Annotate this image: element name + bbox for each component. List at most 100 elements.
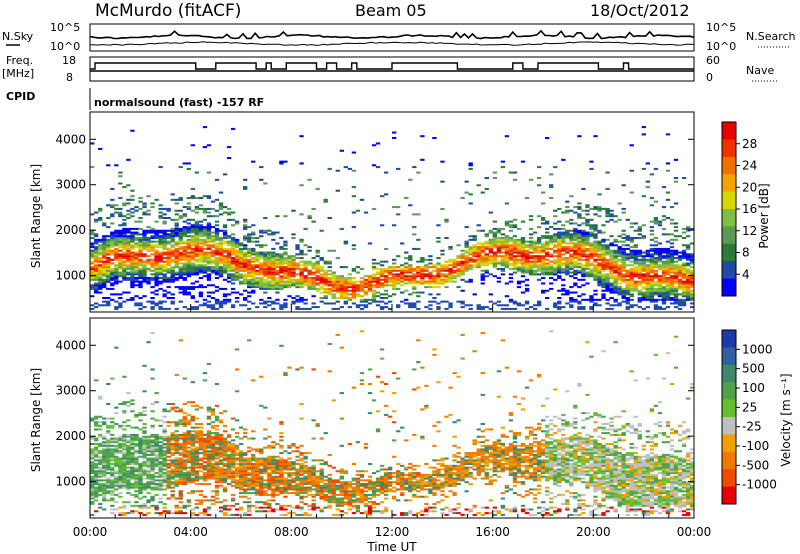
power-cell [94, 249, 99, 252]
power-cell [581, 240, 586, 243]
power-cell [637, 237, 642, 240]
power-cell [605, 273, 610, 276]
power-cell [553, 215, 558, 218]
velocity-cell [182, 512, 187, 515]
power-cell [118, 215, 123, 218]
power-cell [528, 247, 534, 250]
power-cell [408, 304, 413, 307]
power-cell [524, 258, 530, 261]
power-cell [597, 240, 602, 243]
power-cell [194, 249, 200, 252]
power-cell [645, 186, 651, 189]
power-cell [126, 249, 131, 252]
velocity-cell [202, 433, 208, 436]
power-cell [243, 260, 248, 263]
power-cell [669, 238, 675, 241]
power-cell [408, 282, 413, 285]
power-cell [432, 266, 437, 269]
power-cell [621, 258, 626, 261]
power-cell [327, 260, 332, 263]
power-cell [210, 253, 216, 256]
power-cell [166, 286, 171, 289]
power-cell [557, 251, 562, 254]
power-cell [110, 238, 115, 241]
velocity-cell [190, 490, 195, 493]
velocity-cell [90, 466, 95, 469]
power-cell [90, 295, 95, 298]
power-cell [154, 304, 159, 307]
velocity-cell [198, 444, 204, 447]
power-cell [677, 286, 683, 289]
power-cell [287, 273, 292, 276]
velocity-cell [102, 448, 107, 451]
power-cell [681, 269, 687, 272]
power-cell [182, 227, 187, 230]
power-cell [114, 253, 119, 256]
power-cell [629, 240, 634, 243]
velocity-cell [106, 481, 111, 484]
power-cell [396, 275, 401, 278]
power-cell [508, 298, 514, 301]
velocity-cell [186, 477, 191, 480]
power-cell [162, 242, 167, 245]
velocity-cell [162, 506, 167, 509]
power-cell [130, 298, 135, 301]
power-cell [146, 213, 151, 216]
power-cell [138, 246, 143, 249]
power-cell [343, 278, 349, 281]
power-cell [565, 269, 570, 272]
velocity-cell [178, 448, 183, 451]
power-cell [581, 238, 586, 241]
power-cell [339, 275, 344, 278]
power-cell [178, 238, 183, 241]
power-cell [190, 266, 195, 269]
power-cell [629, 295, 634, 298]
velocity-cell [114, 475, 119, 478]
power-cell [637, 262, 642, 265]
velocity-cell [198, 459, 204, 462]
velocity-cell [150, 457, 155, 460]
power-cell [645, 297, 651, 300]
power-cell [106, 260, 111, 263]
power-cell [645, 289, 651, 292]
power-cell [271, 287, 276, 290]
velocity-cell [94, 481, 99, 484]
power-cell [621, 295, 626, 298]
velocity-cell [158, 513, 163, 516]
power-cell [557, 269, 562, 272]
power-cell [460, 306, 465, 309]
power-cell [625, 278, 630, 281]
power-cell [573, 227, 578, 230]
power-cell [234, 249, 240, 252]
velocity-cell [138, 428, 143, 431]
power-cell [593, 277, 598, 280]
velocity-cell [198, 443, 204, 446]
power-cell [492, 253, 497, 256]
power-cell [383, 271, 389, 274]
velocity-cell [150, 475, 155, 478]
power-cell [472, 246, 477, 249]
power-cell [633, 284, 638, 287]
power-cell [379, 307, 385, 310]
velocity-cell [154, 488, 159, 491]
power-cell [154, 233, 159, 236]
power-cell [689, 262, 695, 265]
velocity-cell [94, 466, 99, 469]
power-cell [138, 271, 143, 274]
power-cell [202, 195, 208, 198]
velocity-cell [110, 459, 115, 462]
power-cell [142, 206, 147, 209]
power-cell [230, 291, 236, 294]
velocity-cell [134, 486, 139, 489]
power-cell [299, 284, 304, 287]
power-cell [263, 253, 268, 256]
power-cell [492, 231, 497, 234]
power-cell [327, 266, 332, 269]
power-cell [130, 297, 135, 300]
velocity-cell [134, 501, 139, 504]
power-cell [323, 198, 328, 201]
power-cell [222, 302, 228, 305]
power-cell [126, 257, 131, 260]
velocity-cell [118, 473, 123, 476]
power-cell [524, 271, 530, 274]
